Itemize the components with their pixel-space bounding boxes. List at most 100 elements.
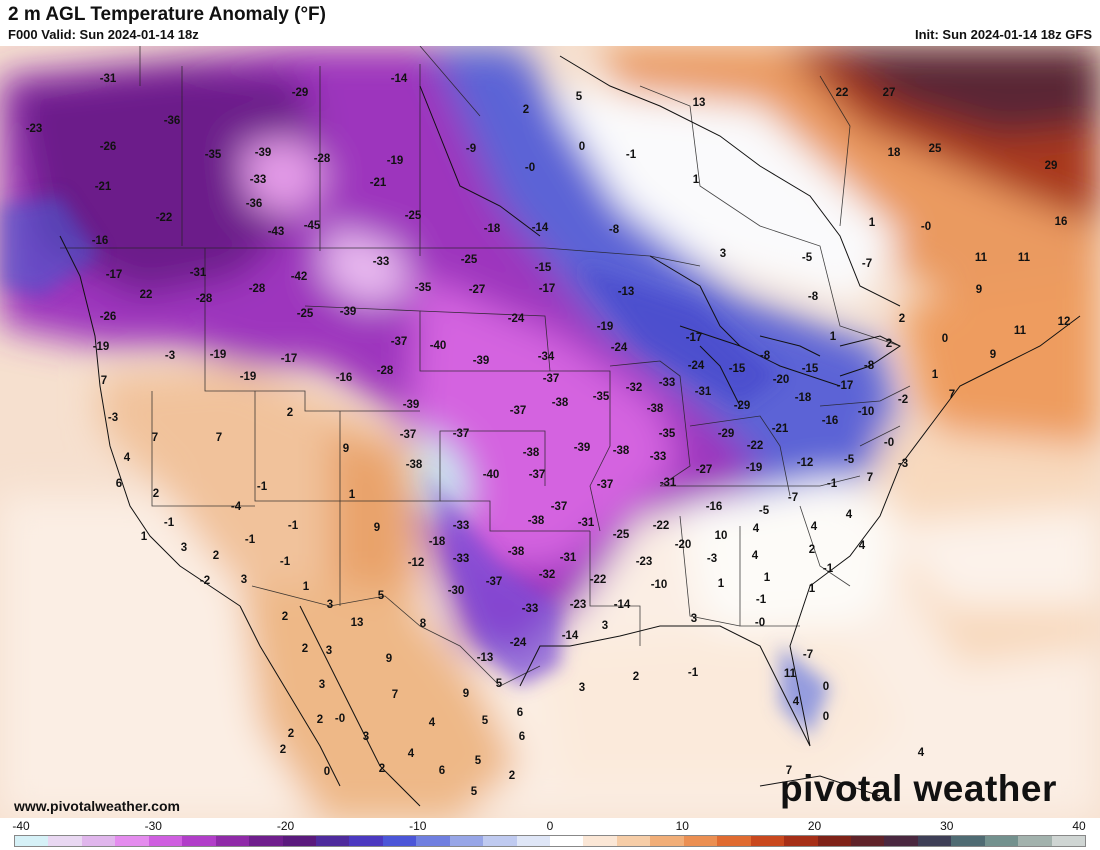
anomaly-label: 5 [471, 786, 478, 798]
anomaly-label: -3 [165, 350, 175, 362]
anomaly-label: -27 [696, 464, 713, 476]
colorbar-tick-label: 40 [1072, 819, 1086, 833]
anomaly-label: -1 [827, 478, 838, 490]
anomaly-label: 0 [942, 333, 948, 345]
anomaly-label: -37 [486, 576, 503, 588]
anomaly-label: -39 [473, 355, 490, 367]
anomaly-label: -1 [164, 517, 175, 529]
anomaly-label: 4 [124, 452, 131, 464]
anomaly-label: -21 [772, 423, 789, 435]
colorbar-swatch [282, 836, 316, 846]
colorbar-swatch [516, 836, 550, 846]
anomaly-label: -15 [802, 363, 819, 375]
anomaly-label: 2 [523, 104, 529, 116]
anomaly-label: -23 [636, 556, 653, 568]
anomaly-label: -20 [773, 374, 790, 386]
anomaly-label: 3 [181, 542, 187, 554]
anomaly-label: -16 [336, 372, 353, 384]
anomaly-label: 4 [753, 523, 760, 535]
anomaly-label: -31 [560, 552, 577, 564]
colorbar-swatch [182, 836, 216, 846]
anomaly-label: -36 [164, 115, 181, 127]
anomaly-label: -29 [734, 400, 751, 412]
anomaly-label: 6 [519, 731, 525, 743]
anomaly-label: -15 [535, 262, 552, 274]
anomaly-label: -18 [484, 223, 501, 235]
anomaly-label: -22 [156, 212, 173, 224]
anomaly-label: 2 [809, 544, 815, 556]
colorbar-swatch [483, 836, 517, 846]
anomaly-label: 4 [793, 696, 800, 708]
anomaly-label: 12 [1058, 316, 1071, 328]
anomaly-label: -37 [551, 501, 568, 513]
anomaly-label: -39 [340, 306, 357, 318]
anomaly-label: 9 [343, 443, 349, 455]
anomaly-label: -1 [823, 563, 834, 575]
anomaly-label: -0 [884, 437, 894, 449]
anomaly-label: -0 [525, 162, 535, 174]
anomaly-label: -21 [370, 177, 387, 189]
anomaly-label: -25 [613, 529, 630, 541]
anomaly-label: -33 [453, 520, 470, 532]
anomaly-label: -25 [405, 210, 422, 222]
anomaly-label: -8 [760, 350, 771, 362]
anomaly-label: -7 [862, 258, 872, 270]
temperature-anomaly-map[interactable]: -31 -29 -14 5 13 22 27 -23 -36 2 -26 -35 -39 -28 -19 -9… [0, 46, 1100, 818]
anomaly-label: 6 [116, 478, 122, 490]
anomaly-label: -24 [688, 360, 705, 372]
colorbar-swatch [416, 836, 450, 846]
anomaly-label: 1 [303, 581, 310, 593]
anomaly-label: 11 [975, 252, 988, 264]
colorbar-swatch [550, 836, 584, 846]
anomaly-label: 2 [633, 671, 639, 683]
site-url-watermark: www.pivotalweather.com [14, 798, 180, 814]
anomaly-label: -32 [539, 569, 556, 581]
colorbar-tick-label: 0 [546, 819, 554, 833]
anomaly-label: -8 [864, 360, 875, 372]
anomaly-label: -14 [614, 599, 631, 611]
anomaly-label: 3 [363, 731, 369, 743]
brand-logo: pivotal weather [780, 768, 1057, 809]
anomaly-label: -1 [626, 149, 637, 161]
anomaly-label: 4 [918, 747, 925, 759]
anomaly-label: -18 [795, 392, 812, 404]
anomaly-label: -5 [844, 454, 855, 466]
anomaly-label: -35 [205, 149, 222, 161]
colorbar-swatch [750, 836, 785, 846]
anomaly-label: 5 [576, 91, 583, 103]
anomaly-label: -19 [387, 155, 404, 167]
anomaly-label: 11 [1014, 325, 1027, 337]
colorbar-tick-label: 20 [807, 819, 822, 833]
anomaly-label: -31 [660, 477, 677, 489]
colorbar-tick-label: -10 [409, 819, 427, 833]
colorbar-swatch [817, 836, 851, 846]
anomaly-label: -1 [688, 667, 699, 679]
anomaly-label: 3 [579, 682, 585, 694]
anomaly-label: 1 [809, 583, 816, 595]
anomaly-label: -1 [245, 534, 256, 546]
anomaly-label: -1 [280, 556, 291, 568]
anomaly-label: -24 [510, 637, 527, 649]
anomaly-label: -3 [108, 412, 118, 424]
anomaly-label: 5 [482, 715, 489, 727]
anomaly-label: -25 [461, 254, 478, 266]
anomaly-label: -18 [429, 536, 446, 548]
anomaly-label: 22 [140, 289, 153, 301]
anomaly-label: -22 [747, 440, 764, 452]
anomaly-label: 4 [846, 509, 853, 521]
colorbar-swatch [215, 836, 250, 846]
political-boundaries [60, 46, 911, 687]
anomaly-label: 2 [317, 714, 323, 726]
anomaly-label: 2 [288, 728, 294, 740]
anomaly-label: -35 [415, 282, 432, 294]
anomaly-label: -1 [288, 520, 299, 532]
anomaly-label: 22 [836, 87, 849, 99]
anomaly-label: 1 [718, 578, 725, 590]
anomaly-label: 3 [602, 620, 608, 632]
anomaly-label: 0 [324, 766, 330, 778]
anomaly-label: 2 [153, 488, 159, 500]
anomaly-label: -10 [651, 579, 668, 591]
anomaly-label: 0 [823, 681, 829, 693]
